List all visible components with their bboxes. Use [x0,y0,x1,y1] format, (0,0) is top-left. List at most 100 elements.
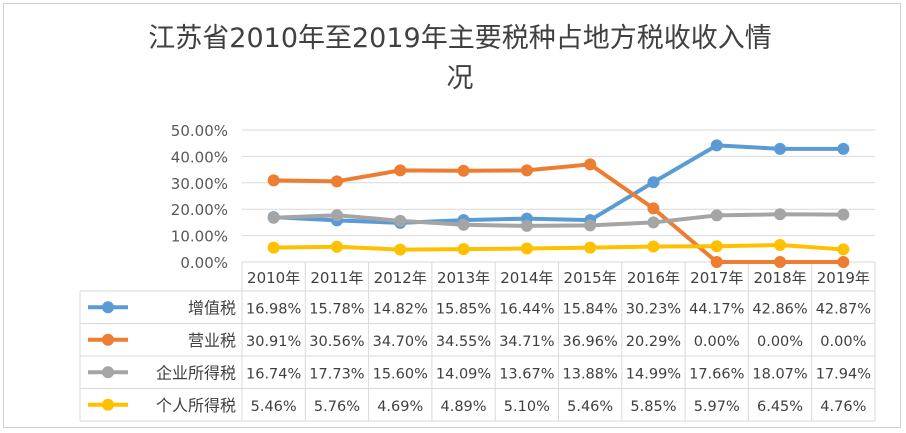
legend-key-marker [102,366,114,379]
series-line-3 [271,212,846,228]
data-point [457,164,470,177]
data-label: 0.00% [694,334,740,350]
data-label: 15.85% [436,301,491,317]
data-label: 5.76% [314,399,360,415]
data-label: 30.91% [246,334,301,350]
y-tick-label: 40.00% [171,148,228,166]
data-point [520,219,533,232]
data-point [710,240,723,253]
data-point [837,142,850,155]
data-label: 6.45% [757,399,803,415]
data-point [394,164,407,177]
chart-frame [3,3,901,428]
data-label: 42.87% [816,301,871,317]
legend-key-marker [102,301,114,314]
y-tick-label: 0.00% [180,254,228,272]
data-point [267,211,280,224]
data-label: 18.07% [752,366,807,382]
data-point [774,238,787,251]
data-label: 5.46% [567,399,613,415]
series-line-1 [271,143,846,225]
chart-title-line2: 况 [446,63,474,94]
data-label: 5.97% [694,399,740,415]
y-tick-label: 30.00% [171,175,228,193]
data-label: 5.85% [630,399,676,415]
data-label: 14.99% [626,366,681,382]
data-label: 0.00% [757,334,803,350]
data-label: 16.44% [499,301,554,317]
data-label: 30.23% [626,301,681,317]
data-point [520,164,533,177]
data-point [837,256,850,268]
x-category-label: 2017年 [690,269,743,287]
data-point [584,219,597,232]
y-tick-label: 10.00% [171,228,228,246]
data-point [647,176,660,189]
data-label: 14.09% [436,366,491,382]
x-category-label: 2013年 [437,269,490,287]
data-point [520,242,533,255]
data-label: 36.96% [563,334,618,350]
data-point [330,175,343,188]
data-label: 4.69% [377,399,423,415]
data-label: 5.10% [504,399,550,415]
x-category-label: 2015年 [564,269,617,287]
data-point [584,241,597,254]
data-label: 30.56% [309,334,364,350]
data-point [267,241,280,254]
data-point [774,208,787,221]
data-label: 13.67% [499,366,554,382]
data-label: 4.89% [441,399,487,415]
data-label: 44.17% [689,301,744,317]
x-category-label: 2016年 [627,269,680,287]
y-tick-label: 50.00% [171,122,228,140]
series-name: 个人所得税 [156,396,236,415]
data-label: 16.98% [246,301,301,317]
data-point [774,142,787,155]
data-label: 17.73% [309,366,364,382]
data-point [837,208,850,221]
data-label: 16.74% [246,366,301,382]
data-point [710,256,723,268]
series-name: 增值税 [188,298,236,317]
series-line-4 [271,242,846,252]
data-label: 15.84% [563,301,618,317]
data-point [457,218,470,231]
chart-title-line1: 江苏省2010年至2019年主要税种占地方税收收入情 [148,23,772,54]
series-name: 营业税 [188,331,236,350]
data-point [330,240,343,253]
x-category-label: 2010年 [247,269,300,287]
legend-key-marker [102,333,114,346]
legend-key-marker [102,398,114,411]
x-category-label: 2018年 [753,269,806,287]
x-category-label: 2014年 [500,269,553,287]
data-label: 0.00% [820,334,866,350]
data-label: 34.55% [436,334,491,350]
x-category-label: 2012年 [374,269,427,287]
data-label: 20.29% [626,334,681,350]
data-point [394,214,407,227]
data-point [267,174,280,187]
series-name: 企业所得税 [156,363,236,382]
data-label: 4.76% [820,399,866,415]
data-label: 14.82% [373,301,428,317]
data-label: 5.46% [251,399,297,415]
data-point [330,209,343,222]
data-point [710,209,723,222]
data-label: 17.94% [816,366,871,382]
data-label: 15.60% [373,366,428,382]
data-point [647,202,660,215]
data-label: 13.88% [563,366,618,382]
data-point [647,216,660,229]
data-label: 15.78% [309,301,364,317]
data-point [584,158,597,171]
series-line-2 [271,162,846,264]
data-label: 17.66% [689,366,744,382]
data-point [774,256,787,268]
data-label: 34.71% [499,334,554,350]
y-tick-label: 20.00% [171,201,228,219]
data-label: 42.86% [752,301,807,317]
data-label: 34.70% [373,334,428,350]
data-point [710,139,723,152]
